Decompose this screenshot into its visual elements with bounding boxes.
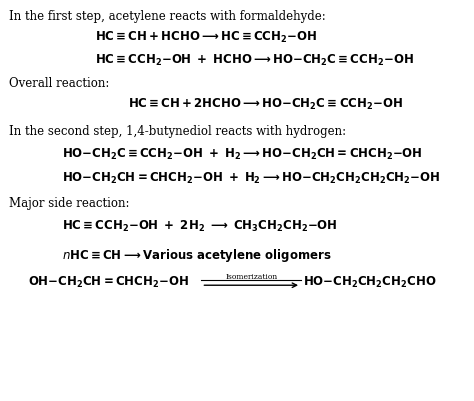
Text: $\mathbf{OH{-}CH_2CH{=}CHCH_2{-}OH}$: $\mathbf{OH{-}CH_2CH{=}CHCH_2{-}OH}$ [28, 275, 189, 290]
Text: $\mathbf{HC{\equiv}CCH_2{-}OH\ +\ HCHO{\longrightarrow}HO{-}CH_2C{\equiv}CCH_2{-: $\mathbf{HC{\equiv}CCH_2{-}OH\ +\ HCHO{\… [95, 53, 414, 68]
Text: $\mathbf{HC{\equiv}CCH_2{-}OH\ +\ 2H_2\ {\longrightarrow}\ CH_3CH_2CH_2{-}OH}$: $\mathbf{HC{\equiv}CCH_2{-}OH\ +\ 2H_2\ … [62, 219, 337, 234]
Text: $\mathbf{\mathit{n}HC{\equiv}CH{\longrightarrow}Various\ acetylene\ oligomers}$: $\mathbf{\mathit{n}HC{\equiv}CH{\longrig… [62, 247, 331, 263]
Text: $\mathbf{HC{\equiv}CH + HCHO{\longrightarrow}HC{\equiv}CCH_2{-}OH}$: $\mathbf{HC{\equiv}CH + HCHO{\longrighta… [95, 30, 317, 45]
Text: Major side reaction:: Major side reaction: [9, 196, 130, 209]
Text: Overall reaction:: Overall reaction: [9, 77, 110, 90]
Text: $\mathbf{HO{-}CH_2CH_2CH_2CHO}$: $\mathbf{HO{-}CH_2CH_2CH_2CHO}$ [303, 275, 437, 290]
Text: $\mathbf{HC{\equiv}CH + 2HCHO{\longrightarrow}HO{-}CH_2C{\equiv}CCH_2{-}OH}$: $\mathbf{HC{\equiv}CH + 2HCHO{\longright… [128, 97, 403, 112]
Text: Isomerization: Isomerization [225, 273, 277, 281]
Text: In the second step, 1,4-butynediol reacts with hydrogen:: In the second step, 1,4-butynediol react… [9, 124, 346, 137]
Text: $\mathbf{HO{-}CH_2CH{=}CHCH_2{-}OH\ +\ H_2{\longrightarrow}HO{-}CH_2CH_2CH_2CH_2: $\mathbf{HO{-}CH_2CH{=}CHCH_2{-}OH\ +\ H… [62, 170, 440, 186]
Text: In the first step, acetylene reacts with formaldehyde:: In the first step, acetylene reacts with… [9, 10, 326, 23]
Text: $\mathbf{HO{-}CH_2C{\equiv}CCH_2{-}OH\ +\ H_2{\longrightarrow}HO{-}CH_2CH{=}CHCH: $\mathbf{HO{-}CH_2C{\equiv}CCH_2{-}OH\ +… [62, 146, 422, 162]
